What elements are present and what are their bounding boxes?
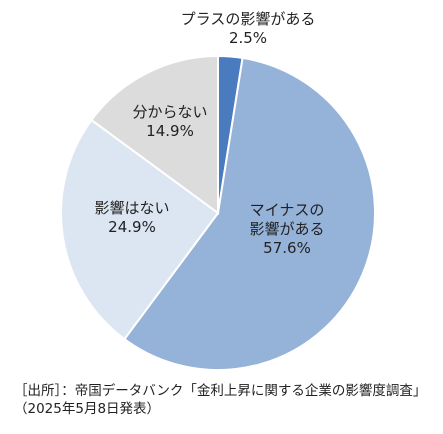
label-minus-text-2: 影響がある bbox=[249, 220, 325, 238]
label-unknown: 分からない 14.9% bbox=[120, 103, 220, 141]
label-plus: プラスの影響がある 2.5% bbox=[173, 10, 323, 48]
pie-chart: プラスの影響がある 2.5% 分からない 14.9% 影響はない 24.9% マ… bbox=[60, 10, 376, 371]
label-minus-value: 57.6% bbox=[263, 239, 311, 257]
label-plus-value: 2.5% bbox=[228, 29, 268, 47]
source-line-2: （2025年5月8日発表） bbox=[14, 401, 161, 417]
label-plus-text: プラスの影響がある bbox=[180, 10, 316, 28]
pie-slice-2 bbox=[123, 56, 376, 371]
source-line-1: ［出所］：帝国データバンク「金利上昇に関する企業の影響度調査」 bbox=[14, 383, 427, 399]
pie-slice-3 bbox=[60, 118, 220, 341]
source-note: ［出所］：帝国データバンク「金利上昇に関する企業の影響度調査」 （2025年5月… bbox=[14, 382, 439, 418]
label-unknown-text: 分からない bbox=[132, 103, 208, 121]
label-minus-text-1: マイナスの bbox=[249, 201, 325, 219]
label-unknown-value: 14.9% bbox=[146, 122, 194, 140]
pie-slice-4 bbox=[90, 54, 219, 215]
label-none-value: 24.9% bbox=[108, 218, 156, 236]
label-none: 影響はない 24.9% bbox=[82, 199, 182, 237]
pie-svg bbox=[60, 54, 376, 371]
label-minus: マイナスの 影響がある 57.6% bbox=[232, 201, 342, 258]
label-none-text: 影響はない bbox=[94, 199, 170, 217]
